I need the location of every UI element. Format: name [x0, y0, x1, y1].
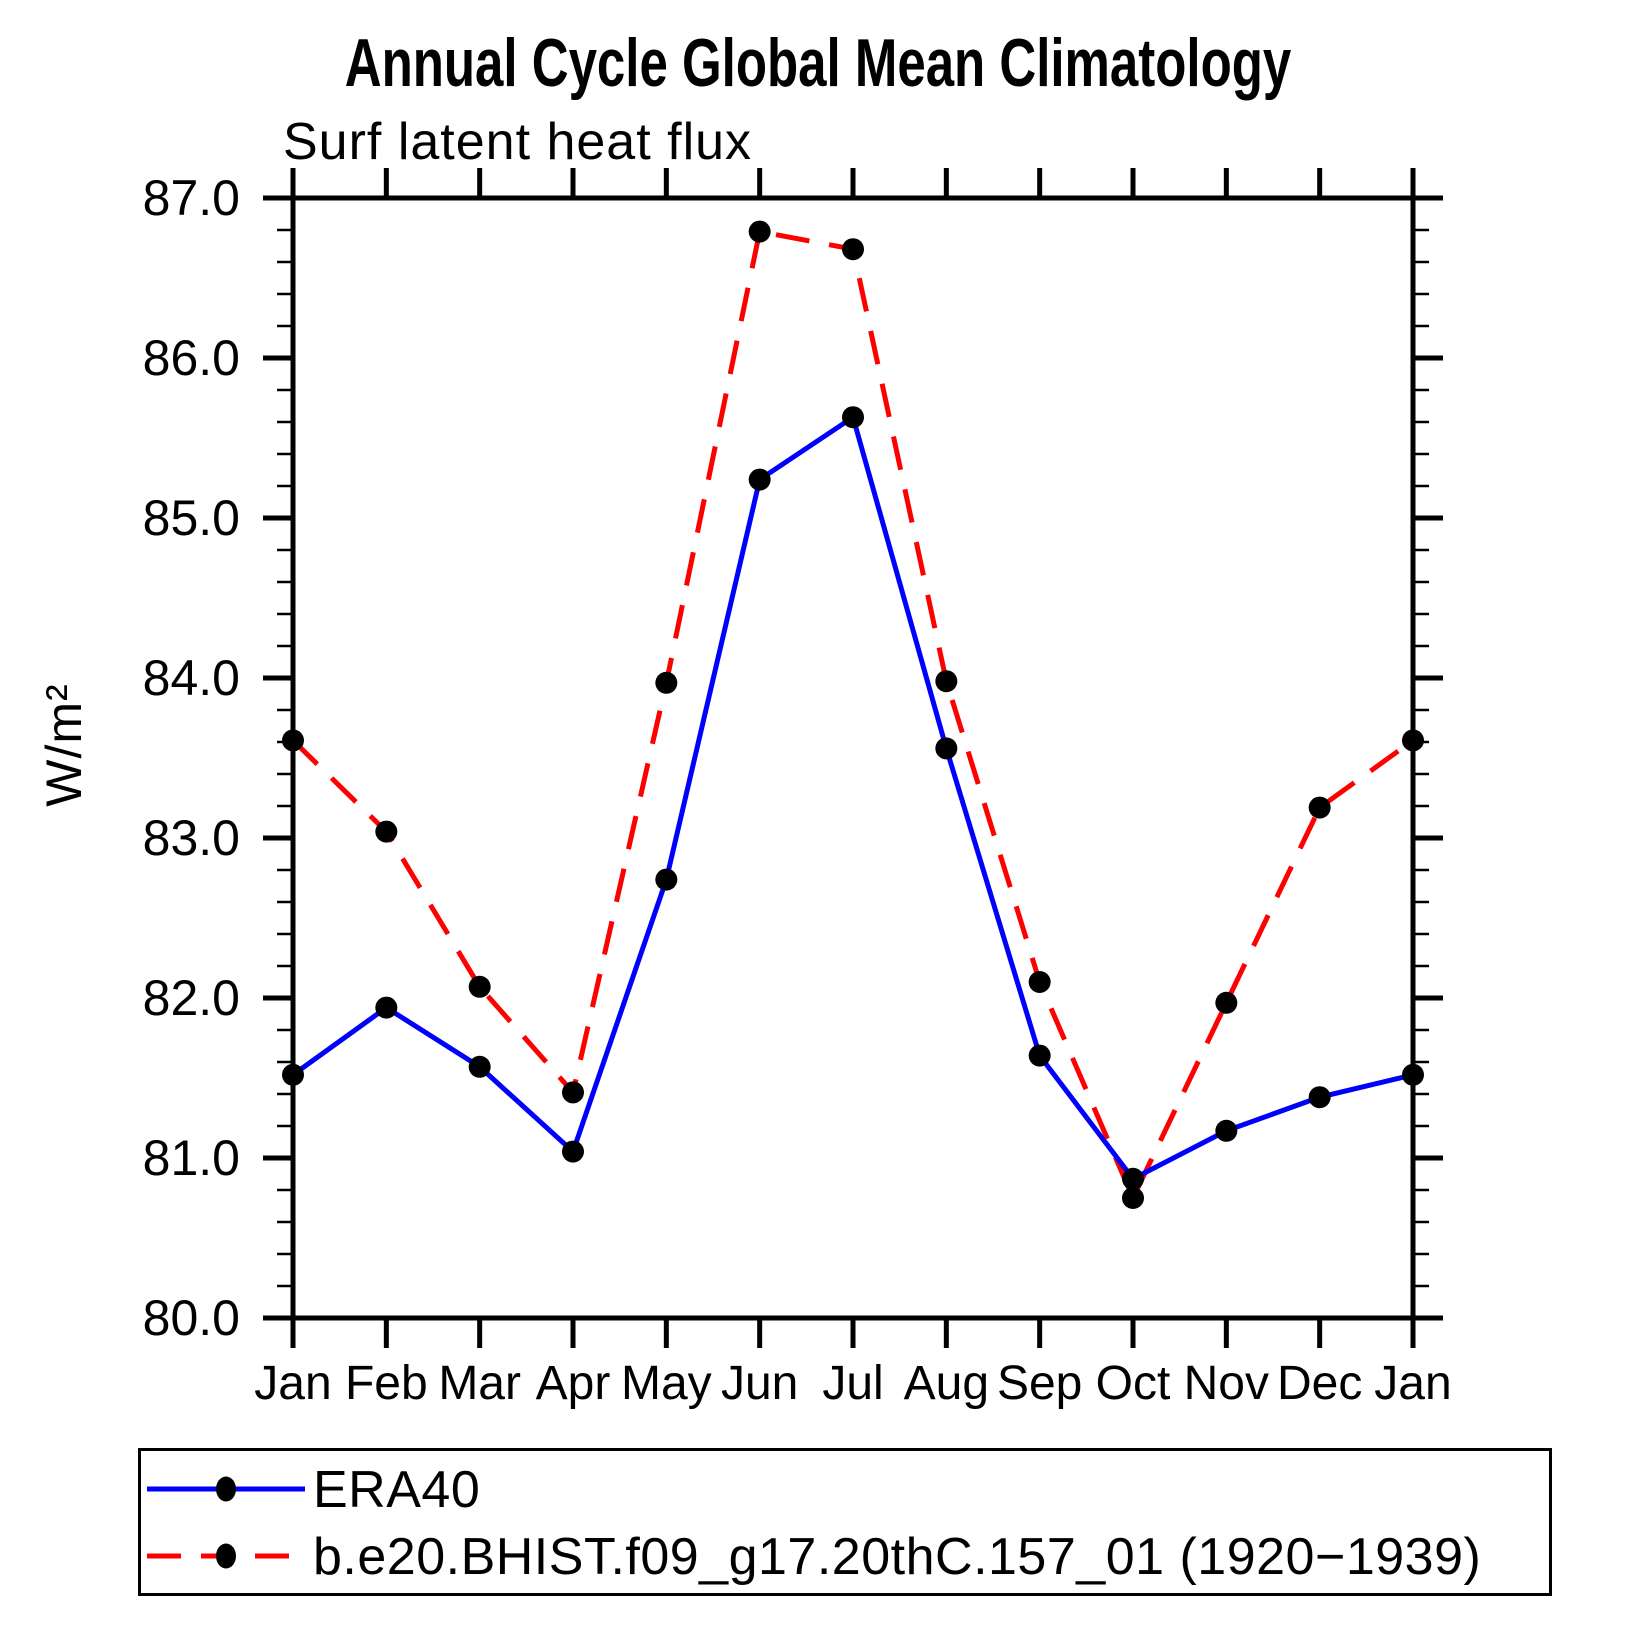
data-point	[935, 737, 958, 760]
data-point	[468, 1055, 491, 1078]
data-point	[655, 671, 678, 694]
data-point	[1028, 1044, 1051, 1067]
data-point	[1308, 796, 1331, 819]
y-tick-label: 81.0	[142, 1130, 240, 1186]
x-tick-label: Apr	[535, 1357, 611, 1410]
x-tick-label: May	[620, 1357, 712, 1410]
legend-marker	[216, 1476, 236, 1502]
y-tick-label: 86.0	[142, 330, 240, 386]
y-tick-label: 80.0	[142, 1290, 240, 1346]
y-tick-label: 87.0	[142, 170, 240, 226]
y-tick-label: 83.0	[142, 810, 240, 866]
x-tick-label: Feb	[344, 1357, 428, 1410]
data-point	[468, 975, 491, 998]
data-point	[748, 468, 771, 491]
x-tick-label: Jun	[720, 1357, 799, 1410]
data-point	[748, 220, 771, 243]
x-tick-label: Mar	[438, 1357, 521, 1410]
x-tick-label: Dec	[1276, 1357, 1363, 1410]
data-point	[1402, 1063, 1424, 1086]
data-point	[562, 1140, 584, 1163]
data-point	[842, 406, 864, 429]
y-tick-label: 84.0	[142, 650, 240, 706]
chart-title: Annual Cycle Global Mean Climatology	[0, 24, 1635, 102]
x-tick-label: Oct	[1095, 1357, 1171, 1410]
series-line-era40	[291, 413, 1414, 1182]
x-tick-label: Jan	[254, 1357, 332, 1410]
data-point	[1308, 1086, 1331, 1109]
data-point	[1215, 1119, 1238, 1142]
data-point	[1122, 1167, 1144, 1190]
legend-label-era40: ERA40	[313, 1461, 481, 1519]
data-point	[1028, 971, 1051, 993]
x-tick-label: Jan	[1374, 1357, 1452, 1410]
legend-marker	[216, 1543, 236, 1569]
data-point	[282, 1063, 304, 1086]
data-point	[375, 820, 398, 843]
data-point	[1122, 1187, 1144, 1209]
data-point	[655, 868, 678, 891]
x-tick-label: Aug	[903, 1357, 990, 1410]
data-point	[375, 996, 398, 1019]
data-point	[282, 729, 304, 752]
plot-border	[290, 195, 1416, 1321]
legend-box: ERA40 b.e20.BHIST.f09_g17.20thC.157_01 (…	[138, 1448, 1552, 1596]
data-point	[935, 670, 958, 693]
data-point	[1215, 991, 1238, 1014]
y-tick-label: 85.0	[142, 490, 240, 546]
x-tick-label: Jul	[822, 1357, 884, 1410]
legend-label-model: b.e20.BHIST.f09_g17.20thC.157_01 (1920−1…	[313, 1528, 1482, 1586]
chart-subtitle: Surf latent heat flux	[283, 113, 753, 171]
data-point	[1402, 729, 1424, 752]
x-tick-label: Sep	[996, 1357, 1083, 1410]
x-tick-label: Nov	[1183, 1357, 1269, 1410]
data-point	[562, 1081, 584, 1104]
y-tick-label: 82.0	[142, 970, 240, 1026]
data-point	[842, 238, 864, 261]
chart-title-text: Annual Cycle Global Mean Climatology	[344, 25, 1291, 101]
